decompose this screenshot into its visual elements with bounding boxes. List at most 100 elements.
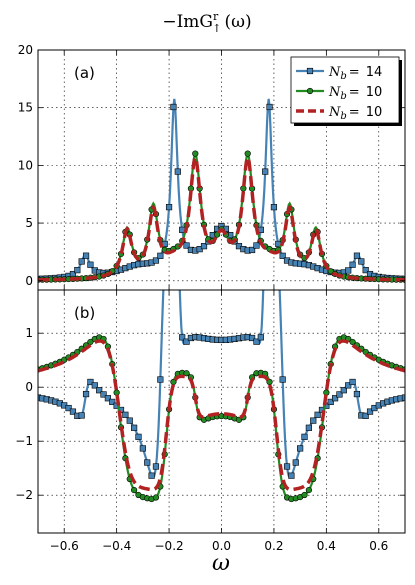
series-marker	[183, 370, 190, 377]
series-marker	[349, 378, 356, 386]
series-marker	[331, 395, 339, 402]
series-marker	[353, 252, 361, 259]
series-marker	[74, 267, 81, 274]
series-marker	[139, 445, 146, 452]
legend-sub: b	[340, 91, 346, 102]
series-marker	[336, 391, 343, 398]
legend-label-1: Nb = 10	[328, 85, 382, 102]
series-marker	[253, 242, 260, 249]
series-marker	[310, 417, 317, 424]
legend-label-2: Nb = 10	[328, 105, 382, 122]
x-tick-label: 0.0	[212, 539, 231, 553]
series-marker	[171, 217, 177, 223]
y-tick-label: 0	[25, 380, 33, 394]
series-marker	[69, 408, 77, 415]
series-marker	[353, 390, 361, 398]
x-axis-label: ω	[212, 551, 230, 576]
series-marker	[109, 398, 116, 406]
x-tick-label: 0.6	[369, 539, 388, 553]
legend-label-0: Nb = 14	[328, 65, 382, 82]
x-tick-label: −0.2	[155, 539, 184, 553]
series-marker	[314, 411, 321, 418]
series-marker	[157, 376, 164, 383]
series-marker	[366, 408, 374, 415]
series-marker	[192, 150, 199, 157]
legend-eq: =	[349, 65, 360, 80]
legend-sub: b	[340, 71, 346, 82]
x-tick-label: 0.4	[317, 539, 336, 553]
series-marker	[327, 268, 334, 275]
series-marker	[87, 338, 94, 346]
y-tick-label: 20	[18, 43, 33, 57]
chart-title-sup: r	[213, 10, 219, 23]
legend-n: N	[328, 65, 341, 80]
y-tick-label: −2	[15, 488, 33, 502]
legend-value: 10	[366, 105, 383, 120]
x-tick-label: 0.2	[264, 539, 283, 553]
series-marker	[82, 252, 90, 259]
panel-label: (b)	[74, 304, 95, 322]
series-line-2	[38, 153, 405, 282]
series-marker	[340, 387, 347, 394]
series-marker	[253, 338, 260, 345]
series-marker	[349, 261, 356, 268]
series-marker	[87, 378, 94, 386]
series-marker	[270, 204, 278, 211]
y-tick-label: 5	[25, 216, 33, 230]
series-marker	[131, 424, 138, 431]
series-marker	[135, 433, 142, 440]
chart-title: −ImGr ↑ (ω)	[162, 10, 251, 35]
series-marker	[345, 267, 352, 274]
series-marker	[244, 150, 251, 157]
series-marker	[292, 459, 299, 466]
series-marker	[401, 394, 405, 401]
series-marker	[174, 168, 181, 175]
series-marker	[170, 103, 177, 111]
chart-title-sub: ↑	[212, 22, 221, 35]
series-marker	[157, 252, 164, 259]
series-marker	[100, 391, 107, 398]
series-marker	[104, 395, 112, 402]
legend-sub: b	[340, 111, 346, 122]
series-marker	[248, 334, 256, 342]
series-marker	[266, 103, 273, 111]
series-marker	[301, 433, 308, 440]
series-marker	[126, 417, 133, 424]
y-tick-label: 15	[18, 101, 33, 115]
series-marker	[78, 258, 85, 265]
chart-title-arg: (ω)	[225, 12, 252, 32]
series-marker	[200, 243, 208, 250]
legend-marker	[306, 67, 314, 75]
y-tick-label: 0	[25, 274, 33, 288]
series-marker	[266, 378, 273, 386]
x-tick-label: −0.6	[50, 539, 79, 553]
series-marker	[279, 376, 286, 383]
series-marker	[144, 459, 151, 466]
series-marker	[152, 257, 160, 264]
legend-n: N	[328, 105, 341, 120]
legend-eq: =	[349, 105, 360, 120]
series-marker	[152, 463, 160, 470]
series-marker	[279, 252, 286, 259]
series-marker	[65, 404, 72, 412]
series-marker	[288, 472, 295, 479]
legend-marker	[306, 87, 314, 95]
panel-label: (a)	[74, 64, 95, 82]
series-marker	[297, 445, 304, 452]
series-marker	[131, 486, 138, 494]
series-marker	[345, 382, 352, 389]
series-marker	[248, 246, 256, 254]
series-marker	[257, 334, 264, 341]
series-marker	[283, 463, 291, 470]
panel-a: 0 5 10 15 20 (a)	[18, 43, 406, 291]
series-marker	[122, 411, 129, 418]
series-marker	[301, 491, 308, 499]
panel-b: −2 −1 0 1 (b)	[15, 217, 406, 534]
y-tick-label: 1	[25, 326, 33, 340]
x-axis-tick-labels: −0.6 −0.4 −0.2 0.0 0.2 0.4 0.6	[50, 539, 389, 553]
chart-title-main: −ImG	[162, 12, 213, 32]
series-marker	[305, 486, 312, 494]
y-tick-label: −1	[15, 434, 33, 448]
series-marker	[87, 261, 94, 268]
